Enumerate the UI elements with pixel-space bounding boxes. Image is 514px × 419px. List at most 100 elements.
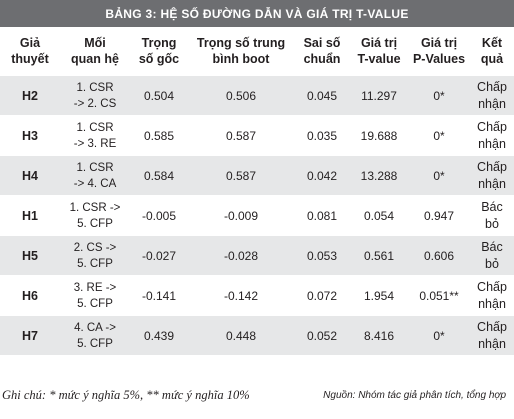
cell-hypothesis: H1 bbox=[0, 195, 60, 236]
cell-hypothesis: H2 bbox=[0, 75, 60, 116]
results-table: Giả thuyết Mối quan hệ Trọng số gốc Trọng s… bbox=[0, 27, 514, 355]
table-title: BẢNG 3: HỆ SỐ ĐƯỜNG DẪN VÀ GIÁ TRỊ T-VAL… bbox=[0, 0, 514, 27]
cell-relation-line: 5. CFP bbox=[77, 297, 113, 310]
cell-relation: 1. CSR -> 5. CFP bbox=[60, 195, 130, 236]
cell-result: Chấp nhận bbox=[470, 115, 514, 156]
header-boot-mean-line2: bình boot bbox=[212, 52, 270, 66]
cell-t-value: 8.416 bbox=[350, 315, 408, 355]
header-original-weight-line2: số gốc bbox=[138, 52, 180, 66]
header-std-error-line1: Sai số bbox=[303, 36, 341, 50]
header-std-error: Sai số chuẩn bbox=[294, 27, 350, 76]
cell-boot-mean: -0.028 bbox=[188, 235, 294, 276]
header-t-value-line1: Giá trị bbox=[360, 36, 398, 50]
cell-relation-line: 3. RE -> bbox=[73, 281, 117, 294]
header-hypothesis: Giả thuyết bbox=[0, 27, 60, 76]
cell-result: Chấp nhận bbox=[470, 75, 514, 116]
header-hypothesis-line2: thuyết bbox=[11, 52, 49, 66]
cell-result-line: nhận bbox=[478, 136, 506, 151]
cell-t-value: 0.054 bbox=[350, 195, 408, 236]
header-p-value: Giá trị P-Values bbox=[408, 27, 470, 76]
cell-original-weight: 0.585 bbox=[130, 115, 188, 156]
table-body: H2 1. CSR -> 2. CS 0.504 0.506 0.045 11.297 0* C… bbox=[0, 75, 514, 355]
cell-t-value: 0.561 bbox=[350, 235, 408, 276]
cell-relation-line: 5. CFP bbox=[77, 337, 113, 350]
header-p-value-line1: Giá trị bbox=[420, 36, 458, 50]
header-original-weight-line1: Trọng bbox=[141, 36, 177, 50]
cell-p-value: 0* bbox=[408, 75, 470, 116]
cell-relation: 1. CSR -> 4. CA bbox=[60, 155, 130, 196]
header-hypothesis-line1: Giả bbox=[19, 36, 41, 50]
cell-boot-mean: 0.587 bbox=[188, 155, 294, 196]
cell-result: Chấp nhận bbox=[470, 155, 514, 196]
cell-std-error: 0.052 bbox=[294, 315, 350, 355]
header-p-value-line2: P-Values bbox=[412, 52, 466, 66]
cell-t-value: 13.288 bbox=[350, 155, 408, 196]
table-row: H5 2. CS -> 5. CFP -0.027 -0.028 0.053 0.561 0.… bbox=[0, 235, 514, 276]
header-result: Kết quả bbox=[470, 27, 514, 76]
cell-p-value: 0.947 bbox=[408, 195, 470, 236]
cell-original-weight: 0.584 bbox=[130, 155, 188, 196]
cell-hypothesis: H5 bbox=[0, 235, 60, 276]
cell-relation-line: 2. CS -> bbox=[73, 241, 117, 254]
header-result-line1: Kết bbox=[481, 36, 503, 50]
header-relation-line2: quan hệ bbox=[71, 52, 119, 66]
cell-result-line: nhận bbox=[478, 176, 506, 191]
cell-result: Chấp nhận bbox=[470, 315, 514, 355]
cell-result-line: Chấp bbox=[477, 319, 507, 334]
header-t-value-line2: T-value bbox=[357, 52, 401, 66]
cell-relation: 3. RE -> 5. CFP bbox=[60, 275, 130, 316]
header-relation: Mối quan hệ bbox=[60, 27, 130, 76]
cell-relation-line: -> 3. RE bbox=[73, 137, 117, 150]
cell-p-value: 0* bbox=[408, 155, 470, 196]
cell-boot-mean: -0.142 bbox=[188, 275, 294, 316]
table-row: H2 1. CSR -> 2. CS 0.504 0.506 0.045 11.297 0* C… bbox=[0, 75, 514, 116]
cell-relation: 1. CSR -> 2. CS bbox=[60, 75, 130, 116]
cell-relation-line: 1. CSR bbox=[76, 81, 114, 94]
footnote: Ghi chú: * mức ý nghĩa 5%, ** mức ý nghĩ… bbox=[2, 388, 250, 402]
cell-original-weight: -0.027 bbox=[130, 235, 188, 276]
cell-result-line: nhận bbox=[478, 296, 506, 311]
header-result-line2: quả bbox=[480, 52, 504, 66]
cell-result-line: bỏ bbox=[485, 216, 499, 231]
cell-relation-line: 1. CSR bbox=[76, 161, 114, 174]
header-boot-mean: Trọng số trung bình boot bbox=[188, 27, 294, 76]
cell-relation: 1. CSR -> 3. RE bbox=[60, 115, 130, 156]
cell-t-value: 11.297 bbox=[350, 75, 408, 116]
cell-hypothesis: H4 bbox=[0, 155, 60, 196]
cell-std-error: 0.053 bbox=[294, 235, 350, 276]
cell-hypothesis: H3 bbox=[0, 115, 60, 156]
cell-boot-mean: -0.009 bbox=[188, 195, 294, 236]
cell-relation-line: 5. CFP bbox=[77, 257, 113, 270]
cell-result-line: bỏ bbox=[485, 256, 499, 271]
cell-relation-line: 1. CSR -> bbox=[69, 201, 121, 214]
cell-boot-mean: 0.587 bbox=[188, 115, 294, 156]
cell-relation-line: 5. CFP bbox=[77, 217, 113, 230]
header-boot-mean-line1: Trọng số trung bbox=[196, 36, 286, 50]
cell-std-error: 0.081 bbox=[294, 195, 350, 236]
cell-result: Chấp nhận bbox=[470, 275, 514, 316]
table-row: H4 1. CSR -> 4. CA 0.584 0.587 0.042 13.288 0* C… bbox=[0, 155, 514, 196]
cell-t-value: 19.688 bbox=[350, 115, 408, 156]
cell-result-line: Chấp bbox=[477, 279, 507, 294]
cell-relation: 2. CS -> 5. CFP bbox=[60, 235, 130, 276]
cell-result-line: nhận bbox=[478, 96, 506, 111]
cell-relation-line: -> 2. CS bbox=[73, 97, 117, 110]
cell-result-line: Chấp bbox=[477, 159, 507, 174]
header-relation-line1: Mối bbox=[84, 36, 106, 50]
cell-p-value: 0.606 bbox=[408, 235, 470, 276]
cell-std-error: 0.042 bbox=[294, 155, 350, 196]
cell-boot-mean: 0.448 bbox=[188, 315, 294, 355]
cell-original-weight: -0.005 bbox=[130, 195, 188, 236]
cell-relation-line: 4. CA -> bbox=[74, 321, 116, 334]
header-std-error-line2: chuẩn bbox=[303, 52, 341, 66]
cell-hypothesis: H6 bbox=[0, 275, 60, 316]
cell-std-error: 0.035 bbox=[294, 115, 350, 156]
cell-hypothesis: H7 bbox=[0, 315, 60, 355]
cell-result: Bác bỏ bbox=[470, 235, 514, 276]
source-note: Nguồn: Nhóm tác giả phân tích, tổng hợp bbox=[323, 390, 506, 401]
header-original-weight: Trọng số gốc bbox=[130, 27, 188, 76]
cell-relation: 4. CA -> 5. CFP bbox=[60, 315, 130, 355]
cell-boot-mean: 0.506 bbox=[188, 75, 294, 116]
cell-result-line: Bác bbox=[481, 239, 503, 254]
cell-std-error: 0.045 bbox=[294, 75, 350, 116]
